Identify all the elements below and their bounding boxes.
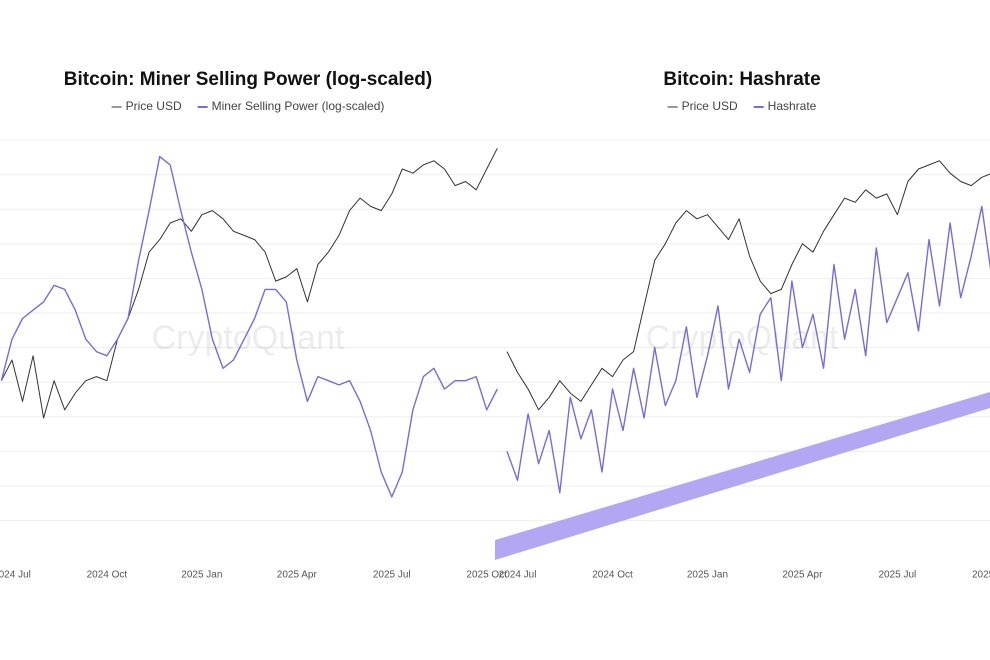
x-tick-label: 2025 Apr	[277, 570, 318, 581]
x-tick-label: 2025 Apr	[782, 570, 823, 581]
chart-title: Bitcoin: Miner Selling Power (log-scaled…	[64, 69, 432, 90]
series-line	[506, 205, 990, 494]
x-tick-label: 2025 Oct	[466, 570, 507, 581]
x-tick-label: 2025 Jul	[373, 570, 411, 581]
x-tick-label: 2024 Oct	[592, 570, 633, 581]
legend-label: Price USD	[682, 99, 738, 113]
x-tick-label: 2024 Oct	[87, 570, 128, 581]
legend: Price USD Hashrate	[667, 99, 817, 113]
legend-label: Hashrate	[768, 99, 817, 113]
series-line	[0, 155, 498, 498]
x-tick-label: 2025 Oct	[972, 570, 990, 581]
watermark: CryptoQuant	[152, 319, 345, 357]
series-line	[506, 160, 990, 411]
legend-label: Price USD	[126, 99, 182, 113]
x-tick-label: 2025 Jan	[181, 570, 222, 581]
chart-title: Bitcoin: Hashrate	[663, 69, 820, 90]
x-tick-label: 2024 Jul	[499, 570, 537, 581]
trend-band	[495, 392, 990, 560]
x-tick-label: 2024 Jul	[0, 570, 31, 581]
series-line	[0, 148, 498, 419]
legend: Price USD Miner Selling Power (log-scaled…	[111, 99, 385, 113]
x-tick-label: 2025 Jan	[687, 570, 728, 581]
legend-label: Miner Selling Power (log-scaled)	[212, 99, 385, 113]
x-tick-label: 2025 Jul	[878, 570, 916, 581]
